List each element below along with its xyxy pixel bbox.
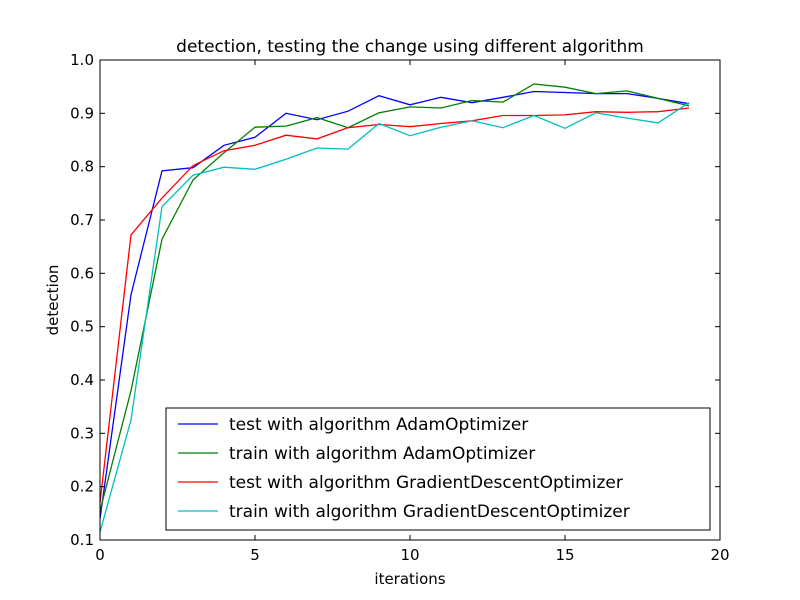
series-line-2 — [99, 107, 690, 503]
chart-title: detection, testing the change using diff… — [176, 37, 644, 57]
series-line-3 — [99, 102, 690, 533]
y-tick-label: 0.4 — [70, 371, 94, 389]
y-tick-label: 0.7 — [70, 211, 94, 229]
x-tick-label: 20 — [710, 546, 729, 564]
axis-ticks: 0 5 10 15 20 0.1 0.2 0.3 0.4 0.5 0.6 0.7 0.8 0.9 1.0 — [70, 51, 729, 564]
y-tick-label: 0.6 — [70, 264, 94, 282]
y-tick-label: 0.5 — [70, 318, 94, 336]
y-tick-label: 0.1 — [70, 531, 94, 549]
x-tick-label: 5 — [250, 546, 260, 564]
y-tick-label: 0.8 — [70, 158, 94, 176]
y-axis-label: detection — [44, 265, 62, 336]
series-line-1 — [99, 83, 690, 511]
y-tick-label: 0.3 — [70, 424, 94, 442]
legend-label-0: test with algorithm AdamOptimizer — [229, 415, 528, 435]
legend-label-1: train with algorithm AdamOptimizer — [229, 444, 535, 464]
legend-label-3: train with algorithm GradientDescentOpti… — [229, 502, 630, 522]
y-tick-label: 0.9 — [70, 104, 94, 122]
plot-area — [99, 83, 690, 533]
x-tick-label: 15 — [555, 546, 574, 564]
legend-box — [165, 407, 711, 531]
legend: test with algorithm AdamOptimizer train w… — [165, 407, 711, 531]
series-line-0 — [99, 90, 690, 519]
x-tick-label: 0 — [95, 546, 105, 564]
x-axis-label: iterations — [374, 570, 445, 588]
y-tick-label: 1.0 — [70, 51, 94, 69]
legend-label-2: test with algorithm GradientDescentOptim… — [229, 473, 623, 493]
y-tick-label: 0.2 — [70, 478, 94, 496]
x-tick-label: 10 — [400, 546, 419, 564]
